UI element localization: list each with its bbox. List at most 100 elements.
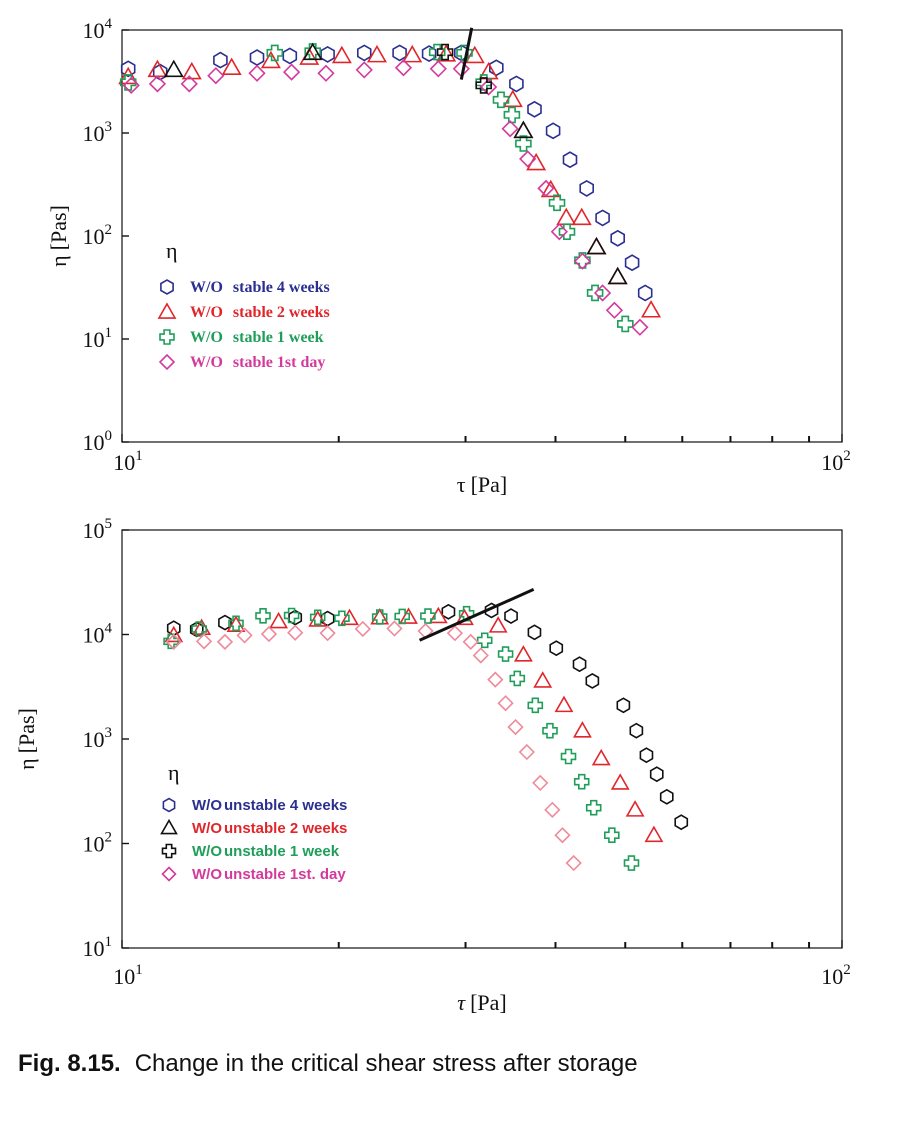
- data-point-cross: [475, 77, 493, 94]
- y-tick-exp: 2: [105, 222, 113, 238]
- legend-label-text: unstable 2 weeks: [224, 820, 347, 837]
- y-tick-label: 102: [83, 830, 113, 857]
- data-point-diamond: [537, 179, 555, 198]
- data-point-cross: [255, 607, 271, 624]
- x-tick-exp: 1: [135, 962, 143, 978]
- data-point-diamond: [287, 624, 304, 641]
- critical-stress-line: [459, 27, 474, 80]
- legend-label: W/O stable 1st day: [190, 354, 325, 371]
- caption-number: Fig. 8.15.: [18, 1050, 121, 1077]
- y-tick-exp: 2: [105, 830, 113, 846]
- data-point-hexagon: [527, 100, 542, 118]
- data-point-cross: [476, 632, 493, 649]
- data-point-triangle: [302, 42, 323, 61]
- y-tick-exp: 5: [105, 516, 113, 532]
- data-point-hexagon: [213, 51, 228, 69]
- data-point-hexagon: [218, 614, 232, 631]
- y-tick-label: 104: [83, 621, 113, 648]
- data-point-diamond: [565, 854, 582, 872]
- y-tick-label: 103: [83, 725, 113, 752]
- x-axis-unit: [Pa]: [470, 990, 507, 1015]
- legend-marker-diamond: [158, 353, 176, 371]
- data-point-hexagon: [320, 45, 335, 63]
- data-point-hexagon: [545, 122, 561, 140]
- data-point-cross: [334, 610, 350, 627]
- data-point-diamond: [319, 625, 336, 642]
- y-tick-base: 10: [83, 832, 105, 857]
- data-point-triangle: [607, 266, 628, 285]
- y-tick-exp: 1: [105, 934, 113, 950]
- data-point-diamond: [544, 801, 561, 818]
- data-point-cross: [509, 670, 526, 687]
- data-point-diamond: [216, 633, 234, 651]
- y-axis-label: η [Pas]: [46, 205, 71, 267]
- data-point-diamond: [605, 301, 624, 319]
- y-axis-symbol: η: [46, 255, 71, 267]
- data-point-triangle: [402, 44, 423, 63]
- data-point-diamond: [631, 318, 649, 336]
- data-point-hexagon: [595, 209, 610, 227]
- caption-text: Change in the critical shear stress afte…: [134, 1050, 638, 1077]
- y-tick-base: 10: [83, 327, 105, 352]
- data-point-cross: [574, 252, 591, 269]
- data-point-triangle: [478, 61, 499, 80]
- y-tick-label: 103: [83, 119, 113, 146]
- data-point-hexagon: [585, 672, 600, 689]
- data-point-triangle: [488, 616, 508, 633]
- legend-label-prefix: W/O: [190, 279, 223, 296]
- legend-marker-triangle: [160, 818, 178, 835]
- data-point-triangle: [118, 66, 139, 85]
- data-point-triangle: [586, 236, 607, 255]
- x-tick-exp: 1: [135, 448, 143, 464]
- data-point-diamond: [195, 633, 213, 650]
- data-point-diamond: [165, 633, 182, 651]
- data-point-diamond: [497, 695, 514, 712]
- y-tick-base: 10: [83, 430, 105, 455]
- data-point-diamond: [487, 671, 504, 688]
- data-point-cross: [623, 855, 640, 871]
- data-point-triangle: [464, 45, 485, 64]
- data-point-cross: [394, 608, 411, 625]
- data-point-triangle: [340, 608, 359, 626]
- y-tick-base: 10: [83, 518, 105, 543]
- data-point-triangle: [610, 773, 630, 790]
- data-point-cross: [548, 194, 566, 212]
- data-point-diamond: [519, 150, 537, 168]
- legend-title: η: [166, 238, 178, 263]
- legend-label-prefix: W/O: [190, 304, 223, 321]
- data-point-triangle: [571, 207, 592, 226]
- data-point-diamond: [429, 60, 447, 78]
- y-tick-base: 10: [83, 121, 105, 146]
- data-point-diamond: [593, 284, 612, 302]
- data-point-triangle: [641, 300, 662, 318]
- data-point-cross: [603, 827, 620, 844]
- data-point-triangle: [221, 57, 242, 76]
- x-tick-base: 10: [821, 964, 843, 989]
- data-point-triangle: [554, 695, 574, 713]
- y-axis-unit: [Pas]: [14, 708, 39, 753]
- x-tick-exp: 2: [843, 448, 851, 464]
- data-point-diamond: [317, 64, 335, 82]
- data-point-diamond: [573, 252, 592, 270]
- data-point-hexagon: [509, 75, 524, 93]
- data-point-triangle: [366, 44, 387, 63]
- legend: η W/O stable 4 weeks W/O stable 2 weeks W/O st…: [157, 238, 330, 371]
- data-point-cross: [420, 608, 436, 624]
- y-tick-base: 10: [83, 18, 105, 43]
- legend-label-text: stable 1st day: [233, 354, 325, 371]
- data-point-diamond: [355, 61, 373, 79]
- data-point-cross: [497, 646, 514, 662]
- y-tick-exp: 3: [105, 119, 113, 135]
- data-point-diamond: [386, 620, 403, 637]
- data-point-triangle: [526, 152, 547, 171]
- legend-marker-cross: [161, 843, 177, 859]
- data-point-cross: [228, 615, 244, 632]
- data-point-triangle: [644, 825, 664, 843]
- y-tick-exp: 4: [105, 621, 113, 637]
- data-point-cross: [573, 773, 590, 790]
- data-point-diamond: [532, 774, 549, 792]
